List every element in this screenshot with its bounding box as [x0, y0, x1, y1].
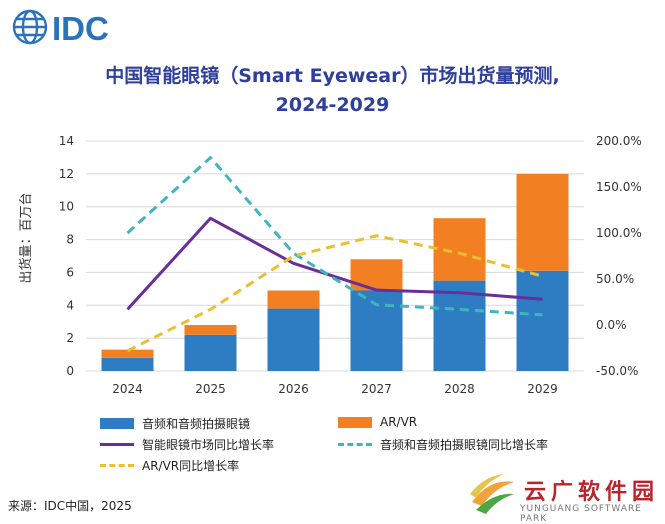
globe-icon — [12, 9, 48, 45]
y-tick-label: 14 — [59, 134, 74, 148]
y2-tick-label: 100.0% — [596, 226, 642, 240]
watermark-text-en: YUNGUANG SOFTWARE PARK — [520, 504, 642, 524]
bar-arvr — [433, 218, 486, 281]
chart-title-line-1: 中国智能眼镜（Smart Eyewear）市场出货量预测, — [105, 65, 560, 87]
logo-text: IDC — [52, 10, 109, 47]
legend-item-audio: 音频和音频拍摄眼镜 — [100, 415, 250, 432]
bar-arvr — [267, 290, 320, 309]
y-axis-right: -50.0% 0.0% 50.0% 100.0% 150.0% 200.0% — [596, 134, 642, 378]
legend-item-market-growth: 智能眼镜市场同比增长率 — [100, 436, 274, 453]
bar-audio — [433, 280, 486, 371]
y-tick-label: 8 — [66, 233, 74, 247]
legend-label-audio: 音频和音频拍摄眼镜 — [142, 417, 251, 431]
watermark: 云广软件园 YUNGUANG SOFTWARE PARK — [468, 470, 663, 524]
source-note: 来源：IDC中国，2025 — [8, 499, 132, 513]
x-tick-label: 2024 — [112, 382, 143, 396]
legend-label-arvr-growth: AR/VR同比增长率 — [142, 459, 240, 473]
x-tick-label: 2025 — [195, 382, 226, 396]
bar-arvr — [184, 325, 237, 335]
line-arvr-growth — [126, 234, 543, 353]
bar-audio — [267, 308, 320, 371]
y-tick-label: 4 — [66, 298, 74, 312]
legend-swatch-audio-growth — [338, 443, 372, 446]
gridlines — [86, 140, 584, 372]
x-tick-label: 2028 — [444, 382, 475, 396]
legend: 音频和音频拍摄眼镜 AR/VR 智能眼镜市场同比增长率 音频和音频拍摄眼镜同比增… — [100, 415, 640, 475]
bar-arvr — [516, 173, 569, 271]
y-axis-title: 出货量：百万台 — [18, 192, 34, 283]
bar-audio — [101, 357, 154, 371]
bar-audio — [350, 290, 403, 371]
x-tick-label: 2027 — [361, 382, 392, 396]
legend-label-arvr: AR/VR — [380, 415, 418, 429]
y-tick-label: 0 — [66, 364, 74, 378]
legend-label-audio-growth: 音频和音频拍摄眼镜同比增长率 — [380, 438, 549, 452]
bar-arvr — [101, 349, 154, 358]
chart-title: 中国智能眼镜（Smart Eyewear）市场出货量预测, 2024-2029 — [0, 62, 665, 120]
y2-tick-label: 150.0% — [596, 180, 642, 194]
legend-swatch-market-growth — [100, 443, 134, 446]
y2-tick-label: 0.0% — [596, 318, 627, 332]
y-tick-label: 12 — [59, 167, 74, 181]
y2-tick-label: 200.0% — [596, 134, 642, 148]
y-tick-label: 10 — [59, 200, 74, 214]
y-tick-label: 6 — [66, 265, 74, 279]
legend-swatch-arvr-growth — [100, 464, 134, 467]
x-tick-label: 2026 — [278, 382, 309, 396]
bar-audio — [516, 270, 569, 371]
x-tick-label: 2029 — [527, 382, 558, 396]
line-audio-growth — [126, 156, 543, 317]
y2-tick-label: 50.0% — [596, 272, 634, 286]
bar-arvr — [350, 259, 403, 291]
lines — [126, 156, 543, 353]
legend-label-market-growth: 智能眼镜市场同比增长率 — [142, 438, 275, 452]
chart-title-line-2: 2024-2029 — [275, 94, 390, 116]
line-market-growth — [126, 216, 543, 311]
watermark-logo-icon — [470, 474, 514, 514]
legend-item-audio-growth: 音频和音频拍摄眼镜同比增长率 — [338, 436, 548, 453]
y-axis-left: 0 2 4 6 8 10 12 14 — [59, 134, 74, 378]
legend-swatch-arvr — [338, 416, 372, 428]
x-axis: 2024 2025 2026 2027 2028 2029 — [112, 382, 558, 396]
watermark-text-cn: 云广软件园 — [524, 479, 660, 505]
idc-logo: IDC — [12, 9, 109, 47]
legend-item-arvr-growth: AR/VR同比增长率 — [100, 457, 239, 474]
y-tick-label: 2 — [66, 331, 74, 345]
y2-tick-label: -50.0% — [596, 364, 638, 378]
legend-swatch-audio — [100, 418, 134, 429]
bar-audio — [184, 334, 237, 371]
bars — [101, 173, 569, 371]
legend-item-arvr: AR/VR — [338, 415, 417, 429]
